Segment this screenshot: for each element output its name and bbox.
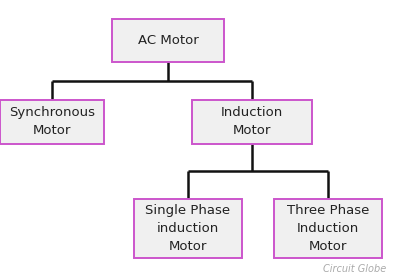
- FancyBboxPatch shape: [112, 19, 224, 62]
- FancyBboxPatch shape: [274, 199, 382, 258]
- Text: AC Motor: AC Motor: [138, 34, 198, 47]
- Text: Induction
Motor: Induction Motor: [221, 106, 283, 137]
- Text: Circuit Globe: Circuit Globe: [323, 264, 386, 274]
- Text: Single Phase
induction
Motor: Single Phase induction Motor: [146, 204, 230, 253]
- Text: Synchronous
Motor: Synchronous Motor: [9, 106, 95, 137]
- FancyBboxPatch shape: [0, 100, 104, 144]
- FancyBboxPatch shape: [192, 100, 312, 144]
- FancyBboxPatch shape: [134, 199, 242, 258]
- Text: Three Phase
Induction
Motor: Three Phase Induction Motor: [287, 204, 369, 253]
